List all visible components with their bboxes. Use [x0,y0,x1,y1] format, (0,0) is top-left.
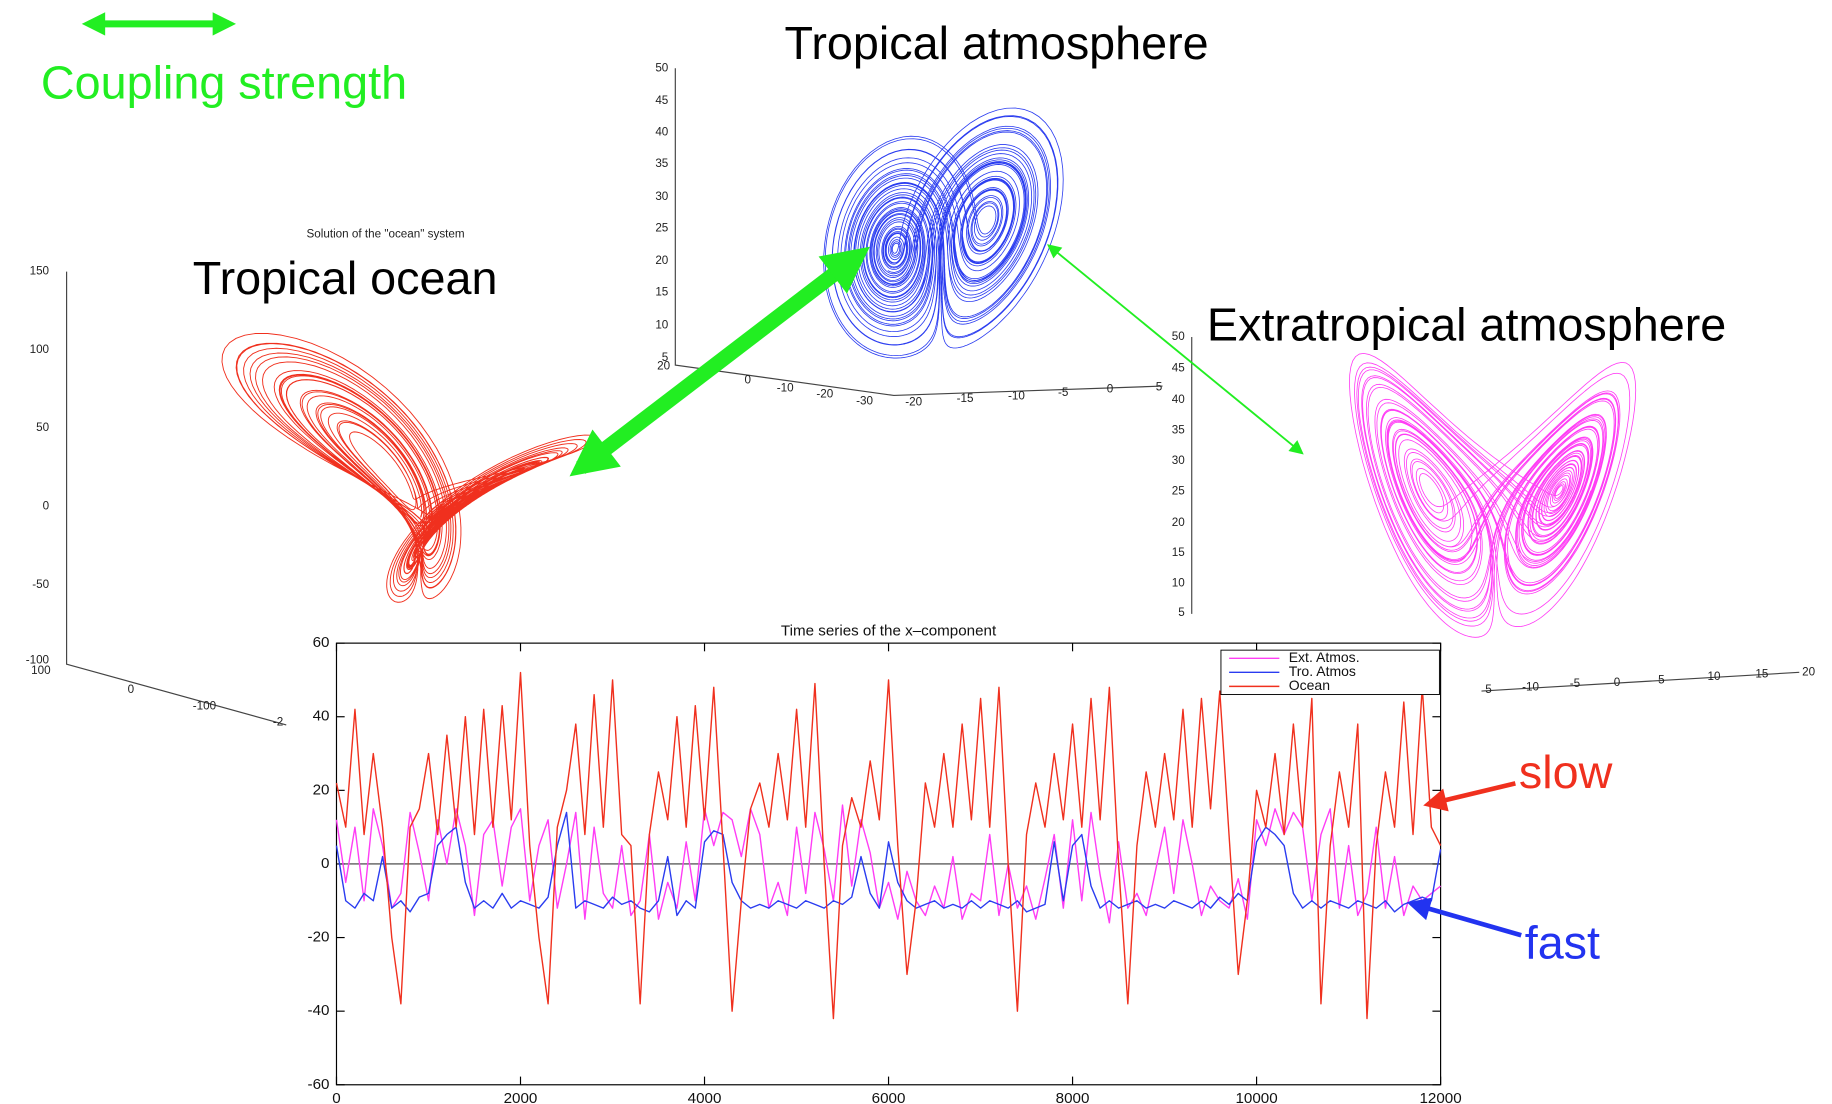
x-tick-label: -20 [905,396,922,409]
coupling-label: Coupling strength [41,57,407,109]
z-tick-label: 20 [1172,516,1185,529]
x-tick-label: 0 [1614,676,1621,689]
z-tick-label: 10 [1172,577,1185,590]
ocean-attractor [221,333,597,603]
extratropical-atmosphere-label: Extratropical atmosphere [1207,299,1726,351]
x-tick-label: 5 [1156,380,1162,393]
x-tick-label: 20 [1802,665,1815,678]
x-tick-label: 2000 [504,1090,538,1104]
z-tick-label: 45 [1172,362,1185,375]
y-tick-label: 0 [321,855,329,872]
z-tick-label: -100 [26,654,50,667]
series-line [335,671,1442,1020]
x-tick-label: 5 [1485,683,1492,696]
y-tick-label: 60 [313,634,330,651]
z-tick-label: 40 [1172,393,1185,406]
x-tick-label: 15 [1755,668,1768,681]
z-tick-label: 100 [30,343,50,356]
x-tick-label: 5 [1658,674,1665,687]
x-tick-label: -10 [1522,681,1539,694]
slow-arrow [1423,781,1516,812]
x-tick-label: 6000 [872,1090,906,1104]
x-tick-label: 0 [128,683,135,696]
z-tick-label: 150 [30,265,50,278]
x-tick-label: -5 [1570,677,1580,690]
legend-label: Tro. Atmos [1289,663,1356,679]
y-tick-label: -60 [308,1076,330,1093]
tropical-atmosphere-attractor [823,107,1064,359]
tropical-atmosphere-label: Tropical atmosphere [785,17,1209,69]
z-tick-label: 25 [1172,484,1185,497]
tropical-ocean-label: Tropical ocean [193,252,498,304]
z-tick-label: 50 [36,421,49,434]
y-tick-label: 20 [657,359,670,372]
x-tick-label: -2 [273,716,283,729]
x-tick-label: 0 [1107,383,1114,396]
y-tick-label: -30 [856,394,873,407]
z-tick-label: 0 [43,500,50,513]
z-tick-label: 45 [655,94,668,107]
x-tick-label: 12000 [1419,1090,1461,1104]
z-tick-label: 15 [1172,546,1185,559]
series-line [335,804,1442,924]
z-tick-label: 20 [655,254,668,267]
z-tick-label: -50 [32,578,49,591]
y-tick-label: 0 [745,373,752,386]
ocean-axis [66,271,287,726]
x-tick-label: 0 [332,1090,340,1104]
y-tick-label: 40 [313,708,330,725]
ocean-plot-title: Solution of the "ocean" system [306,227,464,240]
x-tick-label: -10 [1008,390,1025,403]
y-tick-label: 20 [313,781,330,798]
z-tick-label: 15 [655,286,668,299]
y-tick-label: -10 [777,382,794,395]
weak-coupling-arrow [1047,244,1304,455]
x-tick-label: 4000 [688,1090,722,1104]
z-tick-label: 30 [1172,454,1185,467]
y-tick-label: -40 [308,1002,330,1019]
z-tick-label: 40 [655,126,668,139]
z-tick-label: 50 [655,61,668,74]
x-tick-label: 100 [31,664,51,677]
fast-label: fast [1525,917,1600,969]
x-tick-label: 10 [1708,670,1721,683]
series-line [335,811,1442,917]
y-tick-label: -20 [308,929,330,946]
z-tick-label: 35 [1172,424,1185,437]
x-tick-label: 10000 [1235,1090,1277,1104]
z-tick-label: 25 [655,221,668,234]
legend-label: Ext. Atmos. [1289,649,1360,665]
fast-arrow [1406,897,1522,938]
z-tick-label: 35 [655,157,668,170]
z-tick-label: 30 [655,190,668,203]
strong-coupling-arrow [569,246,870,477]
z-tick-label: 50 [1172,330,1185,343]
y-tick-label: -20 [816,387,833,400]
extratropical-atmosphere-floor [1481,671,1800,692]
x-tick-label: -5 [1058,386,1068,399]
extratropical-atmosphere-attractor [1349,352,1637,638]
slow-label: slow [1519,746,1613,798]
time-series-chart: Time series of the x–component -60 -40 -20 0… [308,622,1462,1104]
chart-title: Time series of the x–component [781,622,997,639]
x-tick-label: -15 [957,392,974,405]
x-tick-label: 8000 [1056,1090,1090,1104]
z-tick-label: 10 [655,318,668,331]
x-tick-label: -100 [193,699,217,712]
legend-label: Ocean [1289,677,1330,693]
z-tick-label: 5 [1178,606,1184,619]
